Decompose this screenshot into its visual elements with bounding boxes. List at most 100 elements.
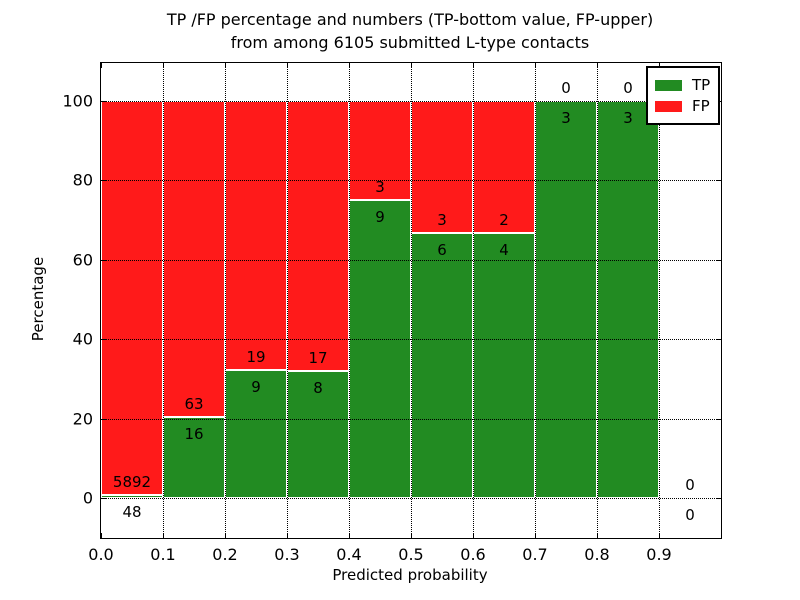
x-tick-mark: [411, 63, 412, 68]
vertical-gridline: [473, 63, 474, 538]
x-axis-label: Predicted probability: [332, 566, 488, 584]
vertical-gridline: [659, 63, 660, 538]
x-tick-mark: [349, 63, 350, 68]
tp-bar-segment: [349, 199, 411, 498]
x-tick-label: 0.3: [274, 545, 300, 564]
x-tick-label: 0.1: [150, 545, 176, 564]
tp-bar-segment: [597, 100, 659, 498]
x-tick-mark: [535, 533, 536, 538]
x-tick-mark: [225, 533, 226, 538]
x-tick-mark: [659, 63, 660, 68]
x-tick-label: 0.6: [460, 545, 486, 564]
tp-count-label: 6: [437, 241, 447, 259]
x-tick-mark: [287, 63, 288, 68]
y-tick-mark: [716, 418, 721, 420]
tp-bar-segment: [535, 100, 597, 498]
fp-bar-segment: [225, 100, 287, 371]
x-tick-mark: [473, 533, 474, 538]
x-tick-mark: [101, 63, 102, 68]
tp-swatch-icon: [655, 79, 682, 91]
horizontal-gridline: [101, 100, 721, 102]
fp-swatch-icon: [655, 100, 682, 112]
title-line-2: from among 6105 submitted L-type contact…: [230, 33, 590, 52]
x-tick-label: 0.7: [522, 545, 548, 564]
plot-area: 0.0 0.1 0.2 0.3 0.4 0.5 0.6 0.7 0.8 0.9 0 20 40 60 80 1…: [62, 62, 722, 564]
vertical-gridline: [411, 63, 412, 538]
fp-count-label: 0: [561, 78, 571, 97]
x-tick-label: 0.0: [88, 545, 114, 564]
vertical-gridline: [597, 63, 598, 538]
x-tick-label: 0.9: [646, 545, 672, 564]
x-tick-mark: [597, 63, 598, 68]
x-tick-label: 0.5: [398, 545, 424, 564]
x-tick-mark: [659, 533, 660, 538]
y-tick-mark: [101, 180, 106, 181]
legend: TP FP: [646, 66, 721, 125]
fp-count-label: 19: [246, 348, 266, 367]
legend-item-tp: TP: [655, 76, 710, 94]
vertical-gridline: [535, 63, 536, 538]
x-tick-mark: [163, 63, 164, 68]
tp-bar-segment: [225, 370, 287, 498]
chart-title: TP /FP percentage and numbers (TP-bottom…: [100, 8, 720, 54]
x-tick-label: 0.2: [212, 545, 238, 564]
fp-bar-segment: [473, 100, 535, 233]
tp-count-label: 3: [623, 108, 633, 127]
x-tick-mark: [225, 63, 226, 68]
tp-count-label: 0: [685, 506, 695, 524]
vertical-gridline: [287, 63, 288, 538]
x-tick-mark: [349, 533, 350, 538]
tp-count-label: 9: [375, 207, 385, 226]
fp-count-label: 5892: [112, 472, 152, 491]
horizontal-gridline: [101, 418, 721, 420]
y-tick-label: 100: [62, 91, 93, 110]
tp-bar-segment: [473, 233, 535, 498]
horizontal-gridline: [101, 498, 721, 499]
y-axis-label: Percentage: [29, 256, 47, 342]
y-tick-mark: [716, 180, 721, 181]
vertical-gridline: [225, 63, 226, 538]
horizontal-gridline: [101, 339, 721, 340]
y-tick-label: 0: [82, 488, 93, 508]
tp-count-label: 9: [251, 378, 261, 397]
horizontal-gridline: [101, 180, 721, 181]
horizontal-gridline: [101, 259, 721, 261]
tp-bar-segment: [101, 494, 163, 498]
legend-item-fp: FP: [655, 97, 710, 115]
fp-count-label: 3: [375, 177, 385, 196]
fp-count-label: 63: [184, 395, 204, 414]
y-tick-label: 40: [72, 329, 93, 349]
x-tick-label: 0.4: [336, 545, 362, 564]
legend-label-tp: TP: [692, 76, 711, 94]
x-tick-mark: [411, 533, 412, 538]
tp-bar-segment: [287, 370, 349, 498]
tp-bar-segment: [411, 233, 473, 498]
x-tick-mark: [163, 533, 164, 538]
y-tick-mark: [716, 339, 721, 340]
x-tick-mark: [535, 63, 536, 68]
fp-count-label: 3: [437, 211, 447, 229]
y-tick-mark: [101, 100, 106, 102]
tp-count-label: 3: [561, 108, 571, 127]
y-tick-mark: [101, 339, 106, 340]
fp-count-label: 2: [499, 211, 509, 229]
fp-count-label: 0: [623, 78, 633, 97]
vertical-gridline: [349, 63, 350, 538]
tp-count-label: 48: [122, 502, 142, 521]
x-tick-label: 0.8: [584, 545, 610, 564]
y-tick-mark: [101, 259, 106, 261]
fp-count-label: 0: [685, 476, 695, 494]
fp-bar-segment: [411, 100, 473, 233]
x-tick-mark: [473, 63, 474, 68]
y-tick-mark: [716, 259, 721, 261]
x-tick-mark: [597, 533, 598, 538]
x-tick-mark: [287, 533, 288, 538]
y-tick-label: 80: [72, 170, 93, 190]
y-tick-label: 20: [72, 409, 93, 428]
fp-bar-segment: [287, 100, 349, 371]
y-tick-mark: [101, 498, 106, 499]
tp-count-label: 8: [313, 378, 323, 397]
title-line-1: TP /FP percentage and numbers (TP-bottom…: [166, 10, 654, 29]
tp-bar-segment: [163, 417, 225, 498]
